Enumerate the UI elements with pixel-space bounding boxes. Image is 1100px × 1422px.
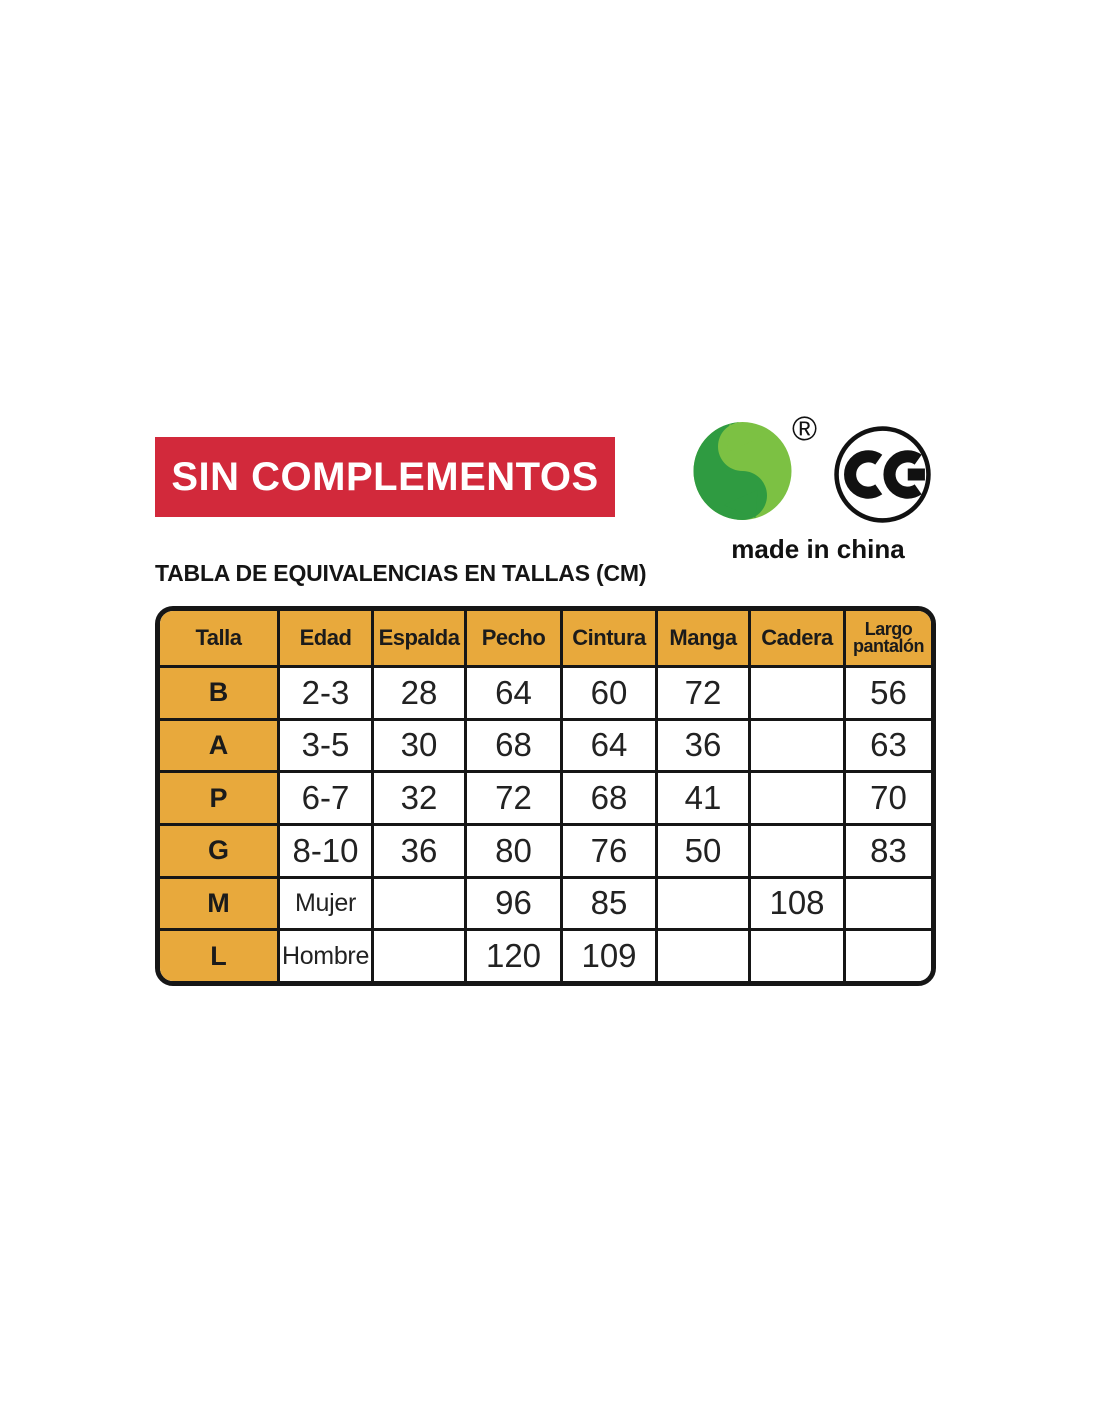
banner-sin-complementos: SIN COMPLEMENTOS bbox=[155, 437, 615, 517]
table-cell: 6-7 bbox=[277, 770, 374, 826]
table-cell: 3-5 bbox=[277, 717, 374, 774]
table-cell: 80 bbox=[464, 822, 563, 879]
table-cell: 41 bbox=[655, 770, 751, 826]
table-cell: 76 bbox=[560, 822, 658, 879]
table-cell bbox=[371, 928, 467, 981]
table-cell: 72 bbox=[464, 770, 563, 826]
table-cell: 68 bbox=[464, 717, 563, 774]
table-cell bbox=[748, 822, 846, 879]
table-cell bbox=[748, 770, 846, 826]
table-cell bbox=[843, 875, 931, 932]
table-cell: Mujer bbox=[277, 875, 374, 932]
table-cell: 108 bbox=[748, 875, 846, 932]
table-cell: 85 bbox=[560, 875, 658, 932]
table-cell: 70 bbox=[843, 770, 931, 826]
size-table-title: TABLA DE EQUIVALENCIAS EN TALLAS (CM) bbox=[155, 560, 647, 586]
col-header-largo-pantalon: Largo pantalón bbox=[843, 611, 931, 668]
row-header-talla: A bbox=[160, 717, 280, 774]
table-cell: 56 bbox=[843, 665, 931, 721]
made-in-china-label: made in china bbox=[731, 534, 905, 564]
table-cell: 83 bbox=[843, 822, 931, 879]
table-row-g: G 8-10 36 80 76 50 83 bbox=[160, 822, 931, 879]
table-cell: 68 bbox=[560, 770, 658, 826]
table-cell: 120 bbox=[464, 928, 563, 981]
col-header-pecho: Pecho bbox=[464, 611, 563, 668]
row-header-talla: P bbox=[160, 770, 280, 826]
table-cell bbox=[371, 875, 467, 932]
row-header-talla: L bbox=[160, 928, 280, 981]
col-header-edad: Edad bbox=[277, 611, 374, 668]
table-cell: 8-10 bbox=[277, 822, 374, 879]
table-row-b: B 2-3 28 64 60 72 56 bbox=[160, 665, 931, 721]
table-cell bbox=[748, 665, 846, 721]
table-row-l: L Hombre 120 109 bbox=[160, 928, 931, 981]
col-header-espalda: Espalda bbox=[371, 611, 467, 668]
col-header-cadera: Cadera bbox=[748, 611, 846, 668]
table-cell bbox=[655, 928, 751, 981]
table-cell bbox=[843, 928, 931, 981]
ce-mark-icon bbox=[832, 424, 933, 525]
registered-trademark-icon: ® bbox=[792, 410, 818, 448]
table-cell: 64 bbox=[464, 665, 563, 721]
col-header-cintura: Cintura bbox=[560, 611, 658, 668]
table-cell bbox=[748, 717, 846, 774]
row-header-talla: M bbox=[160, 875, 280, 932]
table-cell: 36 bbox=[371, 822, 467, 879]
table-cell: 36 bbox=[655, 717, 751, 774]
row-header-talla: G bbox=[160, 822, 280, 879]
table-cell: 50 bbox=[655, 822, 751, 879]
table-cell: 64 bbox=[560, 717, 658, 774]
table-cell: Hombre bbox=[277, 928, 374, 981]
size-equivalence-table: Talla Edad Espalda Pecho Cintura Manga C… bbox=[155, 606, 936, 986]
table-cell: 72 bbox=[655, 665, 751, 721]
table-cell: 109 bbox=[560, 928, 658, 981]
row-header-talla: B bbox=[160, 665, 280, 721]
col-header-talla: Talla bbox=[160, 611, 280, 668]
green-dot-recycling-icon bbox=[692, 421, 793, 521]
table-row-a: A 3-5 30 68 64 36 63 bbox=[160, 717, 931, 774]
table-cell: 60 bbox=[560, 665, 658, 721]
col-header-manga: Manga bbox=[655, 611, 751, 668]
table-cell: 30 bbox=[371, 717, 467, 774]
table-row-p: P 6-7 32 72 68 41 70 bbox=[160, 770, 931, 826]
table-row-m: M Mujer 96 85 108 bbox=[160, 875, 931, 932]
table-cell: 28 bbox=[371, 665, 467, 721]
table-cell: 32 bbox=[371, 770, 467, 826]
table-cell bbox=[655, 875, 751, 932]
header-row: Talla Edad Espalda Pecho Cintura Manga C… bbox=[160, 611, 931, 668]
table-cell bbox=[748, 928, 846, 981]
table-cell: 96 bbox=[464, 875, 563, 932]
table-cell: 2-3 bbox=[277, 665, 374, 721]
table-cell: 63 bbox=[843, 717, 931, 774]
